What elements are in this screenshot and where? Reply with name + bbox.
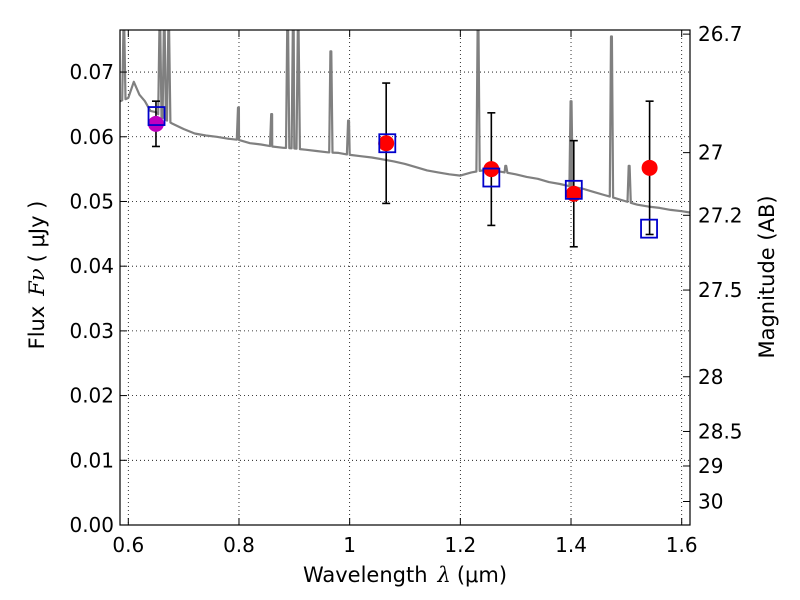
x-tick-label: 1.4 [555, 533, 587, 557]
x-tick-label: 1.6 [666, 533, 698, 557]
model-band-square [147, 106, 166, 126]
y-tick-label: 0.03 [69, 319, 114, 343]
x-tick-label: 1.2 [444, 533, 476, 557]
y-tick-label: 0.06 [69, 125, 114, 149]
y-axis-ticks: 0.00 0.01 0.02 0.03 0.04 0.05 0.06 0.07 [69, 60, 127, 537]
plot-frame [119, 29, 691, 526]
magnitude-tick-label: 26.7 [698, 22, 743, 46]
x-axis-title: Wavelength λ (μm) [303, 563, 507, 587]
y-tick-label: 0.04 [69, 254, 114, 278]
magnitude-tick-label: 27 [698, 141, 723, 165]
y-axis-title: FluxFν( μJy ) [25, 201, 49, 350]
magnitude-tick-label: 30 [698, 490, 723, 514]
magnitude-tick-label: 29 [698, 454, 723, 478]
model-band-square [482, 167, 501, 188]
magnitude-tick-label: 28 [698, 365, 723, 389]
model-band-square [378, 133, 397, 154]
model-band-squares [147, 106, 658, 239]
magnitude-tick-label: 27.2 [698, 203, 743, 227]
magnitude-tick-label: 28.5 [698, 419, 743, 443]
spectrum-line [120, 30, 690, 214]
x-tick-label: 1 [343, 533, 356, 557]
data-point [147, 115, 164, 132]
magnitude-axis-ticks: 26.7 27 27.2 27.5 28 28.5 29 30 [683, 22, 743, 514]
magnitude-axis-title: Magnitude (AB) [755, 195, 779, 358]
y-tick-label: 0.01 [69, 448, 114, 472]
x-tick-label: 0.6 [112, 533, 144, 557]
y-tick-label: 0.02 [69, 384, 114, 408]
x-axis-ticks: 0.6 0.8 1 1.2 1.4 1.6 [112, 30, 698, 557]
data-point [565, 185, 582, 202]
model-band-square [640, 218, 658, 239]
y-tick-label: 0.00 [69, 513, 114, 537]
y-tick-label: 0.07 [69, 60, 114, 84]
model-spectrum [120, 30, 690, 214]
error-bars [151, 82, 654, 248]
data-point [378, 135, 395, 152]
magnitude-tick-label: 27.5 [698, 278, 743, 302]
model-band-square [564, 179, 583, 200]
y-tick-label: 0.05 [69, 189, 114, 213]
data-point [641, 159, 658, 176]
grid [120, 30, 690, 526]
x-tick-label: 0.8 [223, 533, 255, 557]
